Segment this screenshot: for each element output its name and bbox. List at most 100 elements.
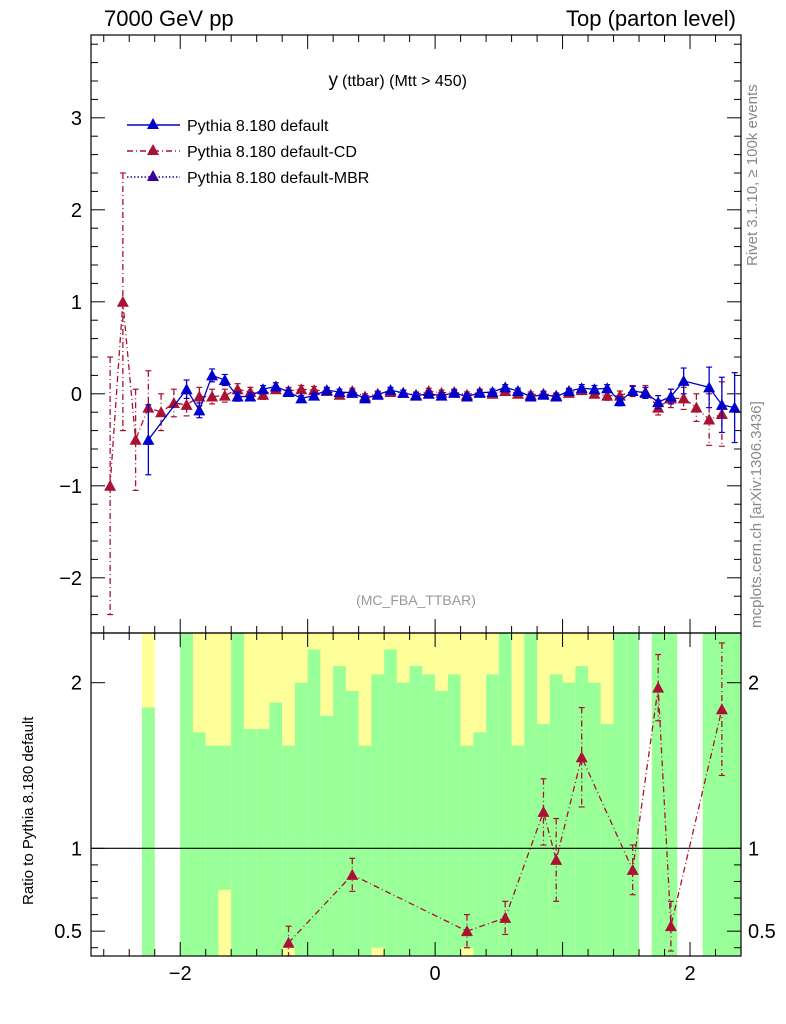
default-point-marker	[652, 396, 665, 408]
ratio-band-inner	[282, 745, 295, 948]
ratio-band-inner	[600, 724, 614, 956]
default-point-marker	[193, 404, 206, 416]
header-right-label: Top (parton level)	[566, 6, 736, 31]
ratio-band-inner	[269, 702, 283, 956]
x-tick-label: 2	[684, 963, 695, 985]
legend: Pythia 8.180 default Pythia 8.180 defaul…	[127, 118, 369, 187]
ratio-band-inner	[307, 649, 321, 956]
ratio-point-marker	[550, 853, 563, 865]
ratio-point-marker	[282, 936, 295, 948]
main-y-tick-label: −2	[59, 568, 82, 590]
ratio-band-inner	[549, 674, 563, 956]
default-point-marker	[524, 390, 537, 402]
cd-point-marker	[601, 389, 614, 401]
legend-entry-cd: Pythia 8.180 default-CD	[127, 144, 357, 161]
ratio-band-inner	[180, 633, 193, 956]
default-point-marker	[346, 386, 359, 398]
x-tick-label: −2	[169, 963, 192, 985]
axis-ticks: −2 0 2 −2 −1 0 1 2 3 0.5 0.5 1 1 2 2	[54, 35, 776, 985]
main-series-layer	[104, 172, 741, 616]
legend-label-mbr: Pythia 8.180 default-MBR	[187, 170, 369, 187]
ratio-band-inner	[486, 674, 499, 956]
ratio-point-marker	[499, 911, 512, 923]
default-point-marker	[422, 387, 435, 399]
ratio-band-inner	[320, 715, 334, 956]
main-y-tick-label: 2	[71, 200, 82, 222]
default-point-marker	[575, 382, 588, 394]
cd-point-marker	[155, 406, 168, 418]
cd-point-marker	[129, 433, 142, 445]
ratio-band-inner	[345, 690, 359, 956]
default-point-marker	[231, 390, 244, 402]
ratio-band-inner	[473, 732, 487, 956]
ratio-band-inner	[460, 745, 474, 948]
cd-point-marker	[703, 413, 716, 425]
ratio-band-inner	[371, 674, 385, 948]
cd-point-marker	[257, 388, 270, 400]
default-point-marker	[257, 383, 270, 395]
default-point-marker	[639, 386, 652, 398]
ratio-band-inner	[435, 690, 448, 956]
legend-label-cd: Pythia 8.180 default-CD	[187, 144, 357, 161]
ratio-band-inner	[562, 682, 576, 956]
ratio-band-inner	[141, 707, 155, 956]
default-point-marker	[180, 383, 193, 395]
default-point-marker	[206, 369, 219, 381]
main-y-tick-label: 1	[71, 292, 82, 314]
cd-point-marker	[218, 389, 231, 401]
ratio-series-layer	[91, 642, 741, 957]
default-point-marker	[486, 385, 499, 397]
legend-entry-default: Pythia 8.180 default	[127, 118, 329, 135]
ratio-band-inner	[218, 745, 232, 890]
ratio-point-marker	[575, 751, 588, 763]
cd-point-marker	[104, 479, 117, 491]
default-point-marker	[142, 433, 155, 445]
ratio-band-inner	[715, 633, 741, 956]
panel-frames	[90, 34, 742, 957]
rivet-version-label: Rivet 3.1.10, ≥ 100k events	[744, 84, 761, 266]
default-point-marker	[218, 374, 231, 385]
default-point-marker	[448, 386, 461, 398]
default-point-marker	[359, 392, 372, 404]
ratio-band-inner	[243, 729, 257, 956]
ratio-band-inner	[333, 666, 346, 956]
default-point-marker	[537, 388, 550, 400]
default-point-marker	[282, 385, 295, 397]
cd-point-marker	[206, 390, 219, 402]
ratio-band-inner	[384, 649, 397, 956]
main-y-tick-label: 3	[71, 108, 82, 130]
default-point-marker	[269, 380, 282, 392]
default-point-marker	[295, 392, 308, 404]
main-y-tick-label: −1	[59, 476, 82, 498]
default-point-marker	[435, 389, 448, 401]
ratio-frame	[90, 632, 742, 957]
ratio-band-inner	[588, 682, 601, 956]
ratio-point-marker	[652, 681, 665, 693]
ratio-point-line	[288, 687, 723, 944]
default-point-marker	[728, 401, 741, 413]
legend-entry-mbr: Pythia 8.180 default-MBR	[127, 170, 369, 187]
ratio-band-inner	[294, 682, 308, 956]
default-point-marker	[333, 385, 346, 397]
default-point-marker	[715, 398, 728, 410]
default-point-marker	[626, 385, 639, 397]
ratio-band-inner	[575, 666, 589, 956]
default-point-marker	[460, 390, 473, 402]
cd-point-marker	[167, 397, 180, 408]
ratio-band-inner	[231, 633, 244, 956]
default-point-marker	[397, 386, 410, 398]
cd-point-marker	[677, 392, 690, 404]
ratio-y-axis-label: Ratio to Pythia 8.180 default	[20, 716, 37, 905]
ratio-y-tick-label-left: 2	[71, 673, 82, 695]
ratio-band-inner	[396, 682, 410, 956]
ratio-band-inner	[205, 745, 219, 956]
ratio-band-inner	[409, 666, 423, 956]
ratio-band-inner	[192, 732, 206, 956]
ratio-point-marker	[715, 703, 728, 715]
default-point-marker	[601, 382, 614, 394]
ratio-band-inner	[664, 633, 678, 956]
x-tick-label: 0	[430, 963, 441, 985]
default-point-marker	[320, 384, 333, 396]
main-y-tick-label: 0	[71, 384, 82, 406]
